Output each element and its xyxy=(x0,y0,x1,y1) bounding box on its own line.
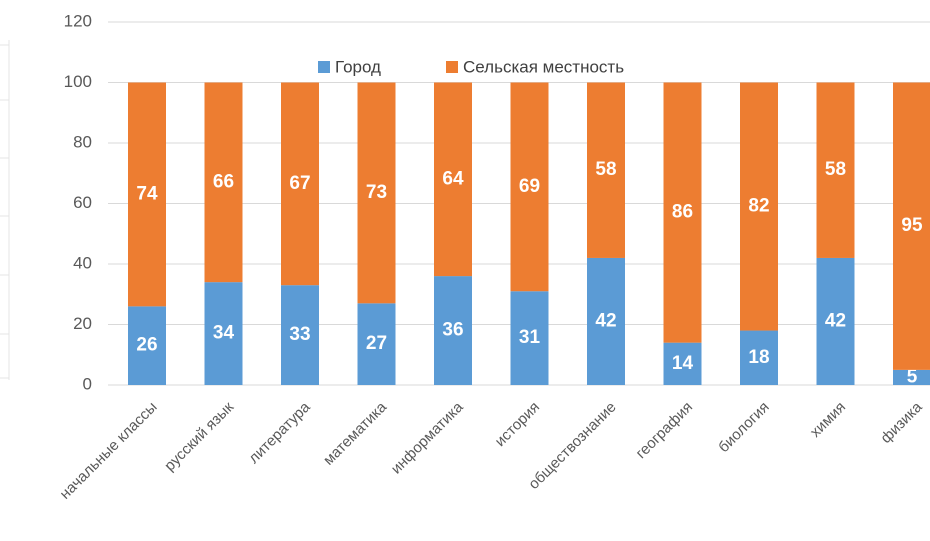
bar-segment xyxy=(587,82,625,258)
bar-segment xyxy=(816,82,855,258)
legend-label: Город xyxy=(335,57,381,76)
data-label: 27 xyxy=(366,333,387,354)
panel-decoration xyxy=(0,44,9,379)
legend-label: Сельская местность xyxy=(463,57,624,76)
data-label: 31 xyxy=(519,327,541,348)
bar-segment xyxy=(128,306,166,385)
bar-segment xyxy=(587,257,625,385)
bar-segment xyxy=(893,369,930,385)
bar-segment xyxy=(281,82,319,286)
bar-segment xyxy=(434,82,472,277)
data-label: 58 xyxy=(595,159,616,180)
bar-segment xyxy=(204,282,243,385)
y-tick-label: 100 xyxy=(64,72,92,91)
data-label: 69 xyxy=(519,176,540,197)
y-tick-label: 20 xyxy=(73,314,92,333)
data-label: 74 xyxy=(136,183,158,204)
legend-swatch xyxy=(318,61,330,73)
bar-segment xyxy=(357,82,396,304)
bar-segment xyxy=(663,342,702,385)
bar-segment xyxy=(204,82,243,283)
data-label: 34 xyxy=(213,323,235,344)
data-label: 42 xyxy=(825,310,846,331)
data-label: 73 xyxy=(366,182,387,203)
bar-segment xyxy=(510,291,549,385)
bar-segment xyxy=(357,303,396,385)
y-tick-label: 80 xyxy=(73,132,92,151)
data-label: 42 xyxy=(595,310,616,331)
y-tick-label: 40 xyxy=(73,253,92,272)
y-tick-label: 0 xyxy=(83,374,92,393)
bar-segment xyxy=(281,285,319,385)
data-label: 18 xyxy=(748,347,769,368)
data-label: 82 xyxy=(748,196,769,217)
data-label: 86 xyxy=(672,202,693,223)
data-label: 36 xyxy=(442,320,463,341)
bar-segment xyxy=(434,276,472,385)
data-label: 5 xyxy=(907,366,918,387)
bar-segment xyxy=(740,82,778,331)
y-tick-label: 60 xyxy=(73,193,92,212)
data-label: 66 xyxy=(213,171,234,192)
y-tick-label: 120 xyxy=(64,11,92,30)
data-label: 26 xyxy=(136,335,157,356)
bar-segment xyxy=(893,82,930,370)
bar-segment xyxy=(740,330,778,385)
data-label: 58 xyxy=(825,159,846,180)
legend-swatch xyxy=(446,61,458,73)
bar-segment xyxy=(816,257,855,385)
data-label: 14 xyxy=(672,353,694,374)
bar-segment xyxy=(663,82,702,343)
data-label: 64 xyxy=(442,168,464,189)
data-label: 67 xyxy=(289,173,310,194)
bar-segment xyxy=(128,82,166,307)
data-label: 33 xyxy=(289,324,310,345)
bar-segment xyxy=(510,82,549,292)
data-label: 95 xyxy=(901,215,923,236)
